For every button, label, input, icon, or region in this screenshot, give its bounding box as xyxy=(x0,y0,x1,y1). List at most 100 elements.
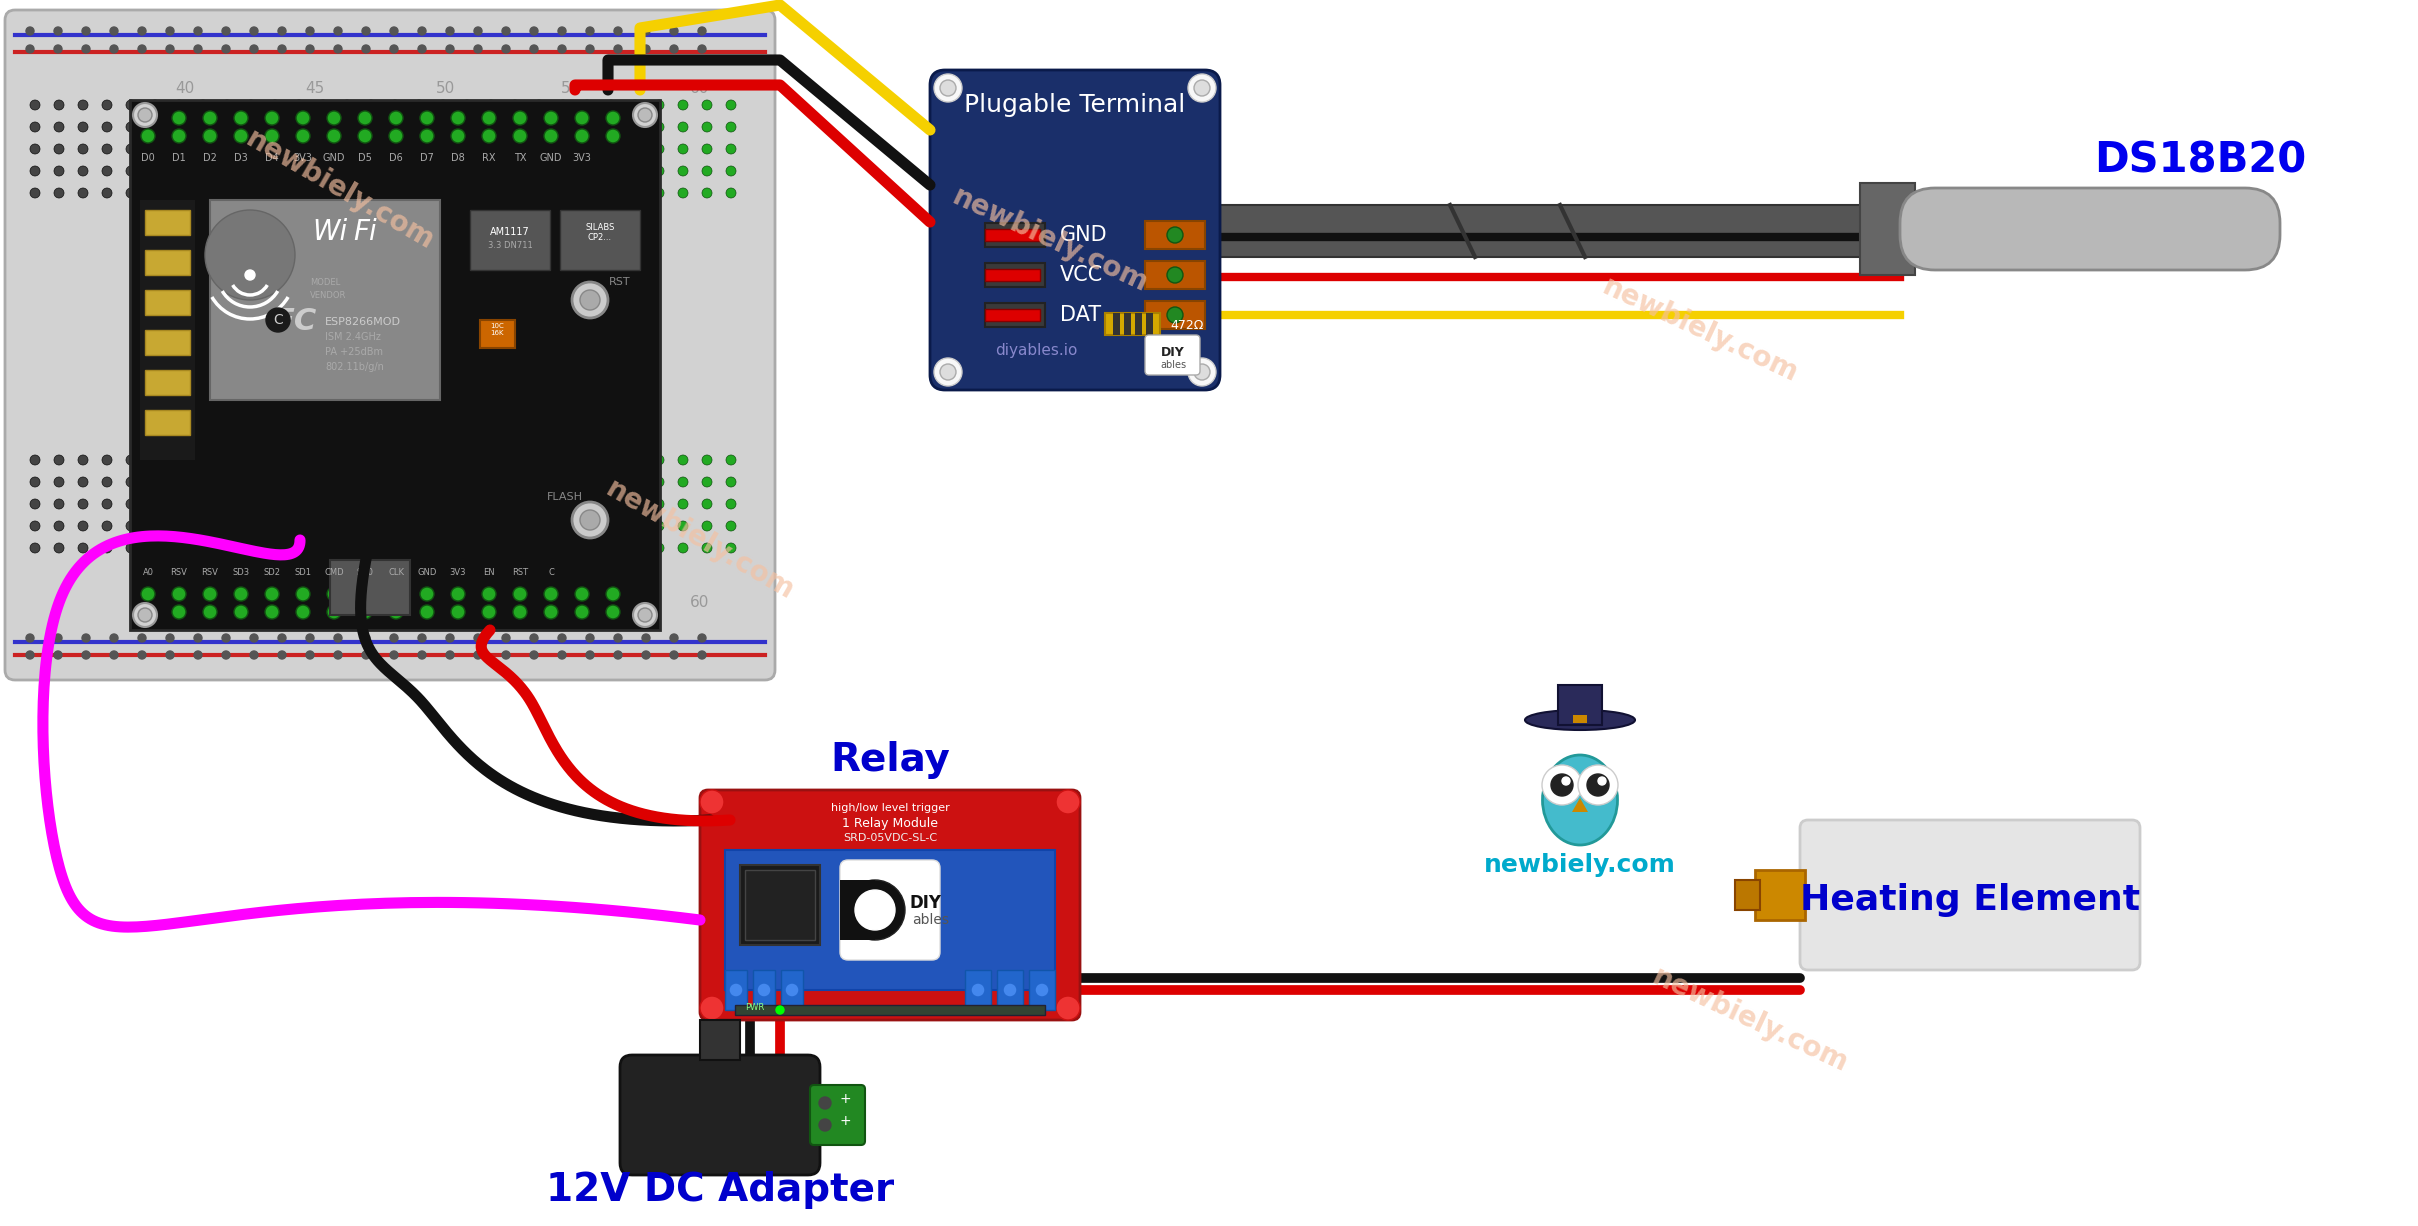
Circle shape xyxy=(102,521,111,531)
Text: FLASH: FLASH xyxy=(546,492,583,501)
Circle shape xyxy=(1168,267,1182,283)
Circle shape xyxy=(1562,777,1569,785)
Bar xyxy=(984,309,1040,321)
Bar xyxy=(145,210,191,235)
Circle shape xyxy=(534,123,544,132)
Circle shape xyxy=(53,143,63,154)
Bar xyxy=(725,970,747,1010)
Circle shape xyxy=(643,27,650,36)
Circle shape xyxy=(725,499,735,509)
Circle shape xyxy=(341,123,353,132)
Bar xyxy=(469,210,549,270)
Circle shape xyxy=(126,188,135,199)
Circle shape xyxy=(638,108,653,123)
FancyBboxPatch shape xyxy=(1146,335,1199,375)
Circle shape xyxy=(559,45,566,53)
Circle shape xyxy=(126,101,135,110)
Circle shape xyxy=(413,521,423,531)
Circle shape xyxy=(174,477,184,487)
Circle shape xyxy=(174,521,184,531)
Text: 1 Relay Module: 1 Relay Module xyxy=(841,817,938,830)
Circle shape xyxy=(222,166,232,177)
Circle shape xyxy=(266,587,278,601)
Bar xyxy=(1030,970,1054,1010)
Text: RSV: RSV xyxy=(172,568,189,576)
Circle shape xyxy=(150,123,160,132)
Circle shape xyxy=(941,364,955,380)
Text: GND: GND xyxy=(539,153,563,163)
Circle shape xyxy=(486,123,496,132)
Bar xyxy=(1146,261,1204,289)
Circle shape xyxy=(486,101,496,110)
Text: AM1117: AM1117 xyxy=(491,227,530,237)
Circle shape xyxy=(389,477,399,487)
Circle shape xyxy=(559,123,568,132)
Text: DS18B20: DS18B20 xyxy=(2094,139,2307,181)
Circle shape xyxy=(102,188,111,199)
Circle shape xyxy=(1194,80,1209,96)
Circle shape xyxy=(513,112,527,125)
Circle shape xyxy=(271,521,280,531)
Circle shape xyxy=(510,455,520,465)
Text: D1: D1 xyxy=(172,153,186,163)
Circle shape xyxy=(631,166,641,177)
Circle shape xyxy=(583,188,592,199)
Circle shape xyxy=(249,45,259,53)
Circle shape xyxy=(607,112,619,125)
Circle shape xyxy=(326,604,341,619)
Circle shape xyxy=(150,166,160,177)
Circle shape xyxy=(1035,983,1049,997)
Circle shape xyxy=(510,499,520,509)
Circle shape xyxy=(607,521,617,531)
Circle shape xyxy=(295,129,310,143)
Text: GND: GND xyxy=(1059,226,1107,245)
Circle shape xyxy=(295,499,305,509)
Circle shape xyxy=(701,188,711,199)
Circle shape xyxy=(631,143,641,154)
Circle shape xyxy=(486,521,496,531)
Text: SRD-05VDC-SL-C: SRD-05VDC-SL-C xyxy=(844,832,938,843)
Bar xyxy=(745,870,815,940)
Circle shape xyxy=(728,983,742,997)
Text: EN: EN xyxy=(484,568,496,576)
Circle shape xyxy=(701,499,711,509)
Bar xyxy=(839,880,875,940)
Circle shape xyxy=(534,188,544,199)
Circle shape xyxy=(295,143,305,154)
Circle shape xyxy=(1194,364,1209,380)
Circle shape xyxy=(203,587,218,601)
Text: DIY: DIY xyxy=(909,894,943,912)
Circle shape xyxy=(138,27,145,36)
Circle shape xyxy=(1168,306,1182,322)
Circle shape xyxy=(486,455,496,465)
Circle shape xyxy=(725,123,735,132)
Circle shape xyxy=(193,27,203,36)
Ellipse shape xyxy=(1526,710,1635,729)
Circle shape xyxy=(653,499,665,509)
Text: DIY: DIY xyxy=(1161,346,1185,358)
Circle shape xyxy=(513,587,527,601)
Circle shape xyxy=(559,101,568,110)
Circle shape xyxy=(341,143,353,154)
Circle shape xyxy=(653,143,665,154)
Text: SILABS
CP2...: SILABS CP2... xyxy=(585,223,614,242)
FancyBboxPatch shape xyxy=(931,70,1221,390)
Text: 12V DC Adapter: 12V DC Adapter xyxy=(546,1171,895,1209)
Circle shape xyxy=(462,166,472,177)
FancyBboxPatch shape xyxy=(1799,820,2140,970)
Circle shape xyxy=(53,477,63,487)
Circle shape xyxy=(462,521,472,531)
Circle shape xyxy=(699,651,706,660)
Circle shape xyxy=(544,587,559,601)
Circle shape xyxy=(140,604,155,619)
Circle shape xyxy=(247,123,256,132)
Circle shape xyxy=(334,651,341,660)
Circle shape xyxy=(643,45,650,53)
Text: CLK: CLK xyxy=(387,568,404,576)
Circle shape xyxy=(126,455,135,465)
Circle shape xyxy=(583,477,592,487)
Circle shape xyxy=(559,543,568,553)
Circle shape xyxy=(77,477,87,487)
Circle shape xyxy=(418,651,426,660)
Circle shape xyxy=(341,477,353,487)
